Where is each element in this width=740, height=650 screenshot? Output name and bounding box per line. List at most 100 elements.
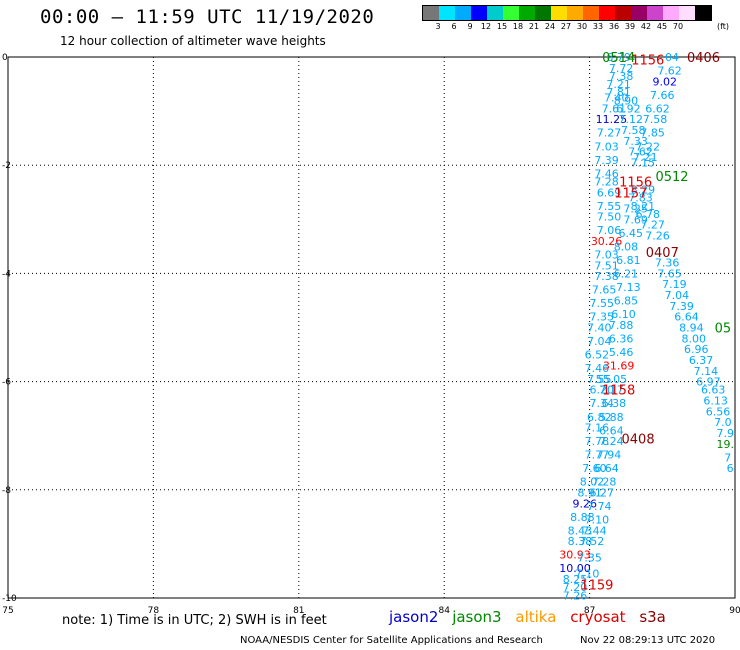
wave-height-point: 7.27 xyxy=(597,127,622,140)
wave-height-point: 6.63 xyxy=(701,384,726,397)
pass-time-label: 1156 xyxy=(631,54,664,69)
wave-height-point: 7.34 xyxy=(589,397,614,410)
scale-swatch xyxy=(663,6,679,20)
scale-label: 3 xyxy=(435,22,441,31)
wave-height-point: 7.55 xyxy=(587,373,612,386)
wave-height-point: 7.81 xyxy=(606,86,631,99)
scale-label: 36 xyxy=(608,22,620,31)
scale-label: 24 xyxy=(544,22,556,31)
x-tick-label: 75 xyxy=(2,606,13,616)
wave-height-point: 6.20 xyxy=(589,384,614,397)
wave-height-point: 7.38 xyxy=(609,70,634,83)
wave-height-point: 7.38 xyxy=(594,270,619,283)
wave-height-point: 7.50 xyxy=(597,211,622,224)
scale-swatch xyxy=(423,6,439,20)
wave-height-point: 6.97 xyxy=(696,376,721,389)
scale-label: 21 xyxy=(528,22,540,31)
wave-height-point: 7.26 xyxy=(645,230,670,243)
scale-label: 39 xyxy=(624,22,636,31)
wave-height-point: 7.72 xyxy=(609,62,634,75)
pass-time-label: 0406 xyxy=(687,51,720,66)
scale-label: 18 xyxy=(512,22,524,31)
wave-height-point: 6.27 xyxy=(589,487,614,500)
wave-height-point: 7.65 xyxy=(657,267,682,280)
wave-height-point: 5.46 xyxy=(609,346,634,359)
wave-height-point: 7.62 xyxy=(657,65,682,78)
wave-height-point: 7.22 xyxy=(636,140,661,153)
legend-s3a: s3a xyxy=(639,608,666,626)
pass-time-label: 1156 xyxy=(619,175,652,190)
scale-swatch xyxy=(519,6,535,20)
pass-time-label: 0514 xyxy=(602,51,635,66)
wave-height-point: 6.56 xyxy=(706,405,731,418)
wave-height-point: 6.21 xyxy=(614,267,639,280)
wave-height-point: 7.44 xyxy=(582,524,607,537)
wave-height-point: 7.85 xyxy=(640,127,665,140)
scale-swatch xyxy=(615,6,631,20)
scale-swatch xyxy=(471,6,487,20)
wave-height-point: 6.85 xyxy=(614,294,639,307)
wave-height-point: 7.13 xyxy=(616,281,641,294)
wave-height-point: 7.04 xyxy=(665,289,690,302)
legend-jason3: jason3 xyxy=(452,608,502,626)
wave-height-point: 7.40 xyxy=(604,92,629,105)
scale-label: 15 xyxy=(496,22,508,31)
wave-height-point: 7.46 xyxy=(594,167,619,180)
pass-time-label: 0408 xyxy=(622,432,655,447)
wave-height-point: 6.82 xyxy=(587,411,612,424)
wave-height-point: 7.10 xyxy=(575,568,600,581)
wave-height-point: 7.65 xyxy=(592,284,617,297)
wave-height-point: 6 xyxy=(727,462,734,475)
wave-height-point: 31.69 xyxy=(603,359,635,372)
scale-swatch xyxy=(647,6,663,20)
y-tick-label: 0 xyxy=(2,53,8,63)
scale-swatch xyxy=(679,6,695,20)
legend-jason2: jason2 xyxy=(389,608,439,626)
wave-height-point: 7.06 xyxy=(597,224,622,237)
legend-cryosat: cryosat xyxy=(570,608,626,626)
wave-height-point: 8.91 xyxy=(577,487,602,500)
wave-height-point: 7.58 xyxy=(643,113,668,126)
wave-height-point: 8.43 xyxy=(568,524,593,537)
wave-height-point: 5.88 xyxy=(599,411,624,424)
wave-height-point: 6.64 xyxy=(674,311,699,324)
wave-height-point: 6.52 xyxy=(585,349,610,362)
wave-height-point: 7.35 xyxy=(577,551,602,564)
wave-height-point: 7.39 xyxy=(594,154,619,167)
wave-height-point: 7 xyxy=(724,451,731,464)
wave-height-point: 6.69 xyxy=(597,186,622,199)
wave-height-point: 8.08 xyxy=(614,240,639,253)
scale-swatch xyxy=(487,6,503,20)
wave-height-point: 6.62 xyxy=(645,102,670,115)
scale-swatch xyxy=(551,6,567,20)
scale-swatch xyxy=(631,6,647,20)
wave-height-point: 7.94 xyxy=(597,449,622,462)
wave-height-point: 55.05 xyxy=(596,373,628,386)
y-tick-label: -6 xyxy=(2,378,11,388)
wave-height-point: 7.40 xyxy=(587,322,612,335)
wave-height-point: 7.60 xyxy=(582,462,607,475)
wave-height-point: 7.24 xyxy=(599,435,624,448)
wave-height-point: 7.10 xyxy=(585,514,610,527)
scale-label: 12 xyxy=(480,22,492,31)
wave-height-point: 6.64 xyxy=(599,424,624,437)
y-tick-label: -10 xyxy=(2,594,17,604)
wave-height-point: 7.04 xyxy=(587,335,612,348)
wave-height-point: 7.03 xyxy=(594,140,619,153)
wave-height-point: 7.58 xyxy=(621,124,646,137)
wave-height-point: 6.36 xyxy=(609,332,634,345)
wave-height-point: 7.62 xyxy=(628,146,653,159)
wave-height-point: 7.51 xyxy=(594,259,619,272)
x-tick-label: 84 xyxy=(438,606,450,616)
pass-time-label: 1159 xyxy=(580,578,613,593)
wave-height-point: 6.10 xyxy=(611,308,636,321)
scale-label: 9 xyxy=(467,22,473,31)
scale-swatch xyxy=(567,6,583,20)
wave-height-point: 6.13 xyxy=(703,395,728,408)
wave-height-point: 30.93 xyxy=(559,549,591,562)
scale-swatch xyxy=(599,6,615,20)
plot-frame xyxy=(7,56,736,599)
wave-height-point: 7.15 xyxy=(631,156,656,169)
wave-height-point: 7.12 xyxy=(619,113,644,126)
